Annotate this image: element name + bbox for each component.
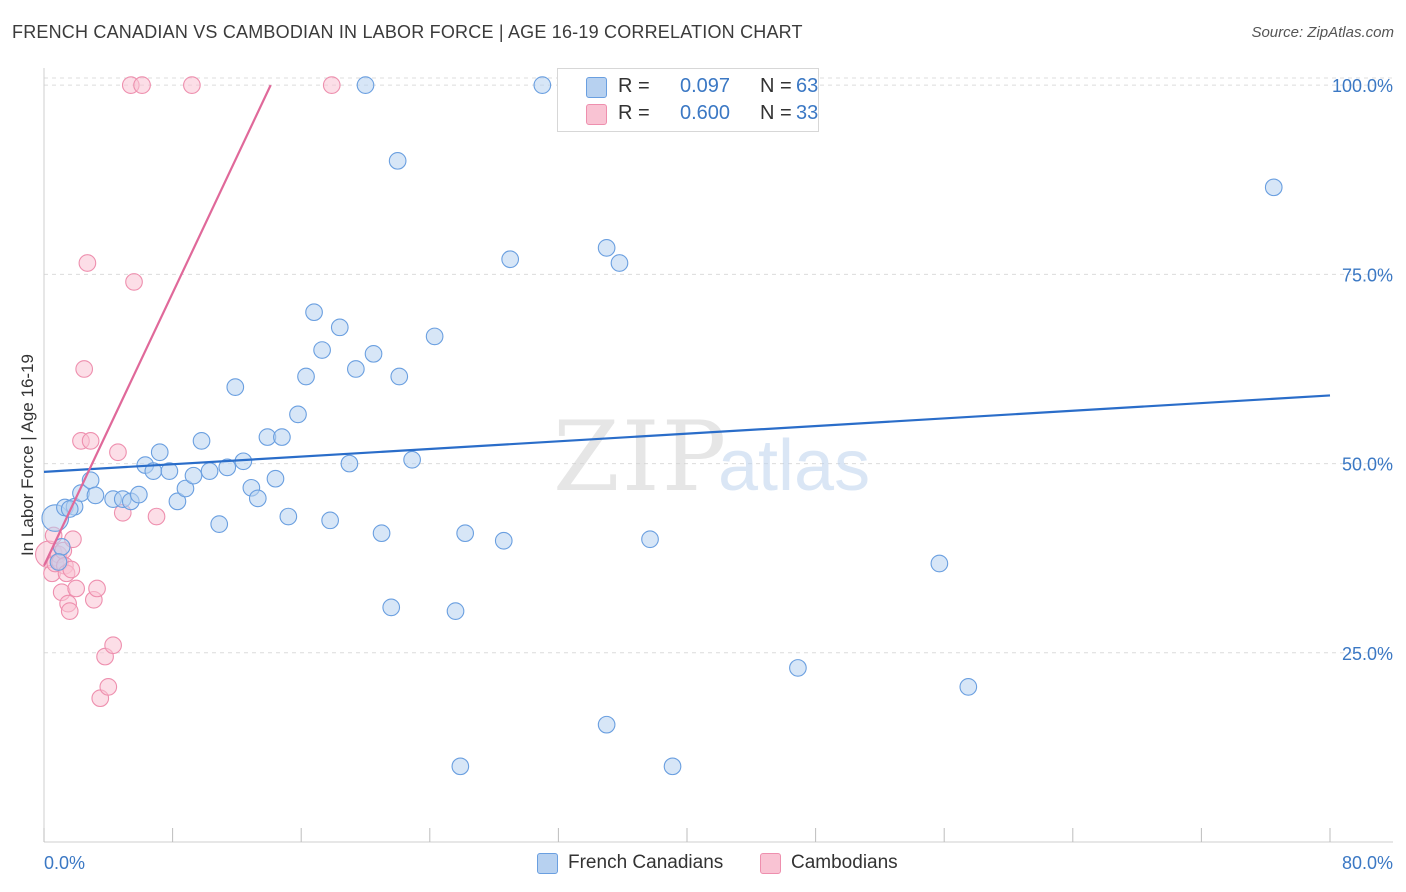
- french-canadians-point: [168, 492, 187, 511]
- cambodians-point: [81, 432, 100, 450]
- cambodians-point: [109, 443, 127, 462]
- watermark-zip: ZIP: [553, 401, 728, 513]
- watermark: ZIP atlas: [553, 401, 870, 513]
- french-canadians-point: [297, 367, 315, 386]
- cambodians-trend-line: [43, 84, 272, 567]
- french-canadians-trend-line: [43, 394, 1331, 473]
- french-canadians-point: [210, 515, 229, 533]
- french-canadians-point: [321, 511, 339, 530]
- french-canadians-points: [41, 76, 1283, 776]
- french-canadians-point: [364, 344, 383, 363]
- cambodians-point: [60, 602, 79, 621]
- french-canadians-point: [266, 469, 285, 488]
- gridlines: [44, 77, 1393, 654]
- french-canadians-point: [501, 250, 520, 269]
- legend-swatch-french-canadians: [586, 77, 607, 98]
- french-canadians-point: [610, 254, 629, 272]
- french-canadians-point: [456, 524, 475, 543]
- cambodians-point: [67, 579, 85, 598]
- french-canadians-point: [305, 303, 323, 322]
- legend-r-label: R =: [618, 102, 650, 124]
- legend-n-value: 33: [796, 102, 819, 124]
- french-canadians-point: [289, 405, 307, 424]
- french-canadians-point: [390, 367, 409, 386]
- french-canadians-point: [279, 507, 298, 526]
- cambodians-point: [133, 76, 151, 94]
- legend-r-value: 0.097: [680, 75, 731, 97]
- legend-swatch-cambodians: [586, 104, 607, 125]
- french-canadians-point: [533, 76, 552, 94]
- legend-r-value: 0.600: [680, 102, 731, 124]
- cambodians-points: [34, 76, 341, 708]
- french-canadians-point: [1264, 178, 1283, 197]
- french-canadians-point: [86, 486, 105, 505]
- cambodians-point: [75, 360, 94, 378]
- french-canadians-point: [382, 598, 401, 617]
- cambodians-point: [147, 507, 166, 526]
- cambodians-point: [99, 677, 118, 696]
- french-canadians-point: [403, 450, 421, 469]
- french-canadians-point: [930, 554, 949, 573]
- correlation-legend: R = 0.097 N = 63 R = 0.600 N = 33: [557, 68, 819, 132]
- legend-n-label: N =: [760, 75, 792, 97]
- french-canadians-point: [959, 677, 978, 696]
- x-tick-label: 80.0%: [1342, 853, 1393, 873]
- french-canadians-point: [451, 757, 470, 776]
- french-canadians-point: [176, 479, 195, 498]
- french-canadians-point: [184, 466, 203, 485]
- french-canadians-point: [494, 531, 513, 550]
- trend-lines: [43, 84, 1331, 567]
- french-canadians-point: [597, 239, 616, 257]
- french-canadians-point: [273, 428, 291, 446]
- cambodians-point: [183, 76, 201, 94]
- cambodians-point: [125, 273, 143, 291]
- y-tick-labels: 25.0% 50.0% 75.0% 100.0%: [1332, 76, 1393, 664]
- french-canadians-point: [597, 715, 616, 734]
- cambodians-point: [104, 636, 122, 655]
- french-canadians-point: [388, 151, 407, 170]
- legend-label-cambodians: Cambodians: [791, 852, 898, 873]
- x-tick-labels: 0.0% 80.0%: [44, 853, 1393, 873]
- x-tick-label: 0.0%: [44, 853, 85, 873]
- axes: [43, 68, 1393, 843]
- legend-r-label: R =: [618, 75, 650, 97]
- cambodians-point: [322, 76, 341, 94]
- french-canadians-point: [160, 462, 179, 480]
- french-canadians-point: [150, 443, 169, 462]
- french-canadians-point: [192, 432, 211, 450]
- french-canadians-point: [641, 530, 659, 549]
- legend-n-value: 63: [796, 75, 819, 97]
- cambodians-swatch: [760, 853, 781, 874]
- french-canadians-swatch: [537, 853, 558, 874]
- french-canadians-point: [425, 327, 444, 346]
- french-canadians-point: [330, 318, 349, 337]
- french-canadians-point: [356, 76, 375, 94]
- french-canadians-point: [200, 462, 219, 480]
- y-tick-label: 75.0%: [1342, 265, 1393, 285]
- cambodians-point: [78, 254, 97, 272]
- french-canadians-point: [446, 602, 465, 621]
- french-canadians-point: [226, 378, 245, 396]
- series-legend: French Canadians Cambodians: [0, 852, 1406, 878]
- legend-label-french-canadians: French Canadians: [568, 852, 724, 873]
- y-tick-label: 25.0%: [1342, 644, 1393, 664]
- french-canadians-point: [372, 524, 391, 543]
- french-canadians-point: [789, 659, 807, 677]
- source-credit: Source: ZipAtlas.com: [1251, 24, 1394, 41]
- french-canadians-point: [663, 757, 682, 776]
- french-canadians-point: [313, 341, 331, 359]
- cambodians-point: [88, 579, 106, 598]
- watermark-atlas: atlas: [718, 426, 870, 506]
- french-canadians-point: [218, 458, 237, 477]
- french-canadians-point: [248, 489, 267, 508]
- legend-n-label: N =: [760, 102, 792, 124]
- french-canadians-point: [347, 360, 365, 378]
- french-canadians-point: [49, 553, 68, 571]
- french-canadians-point: [129, 485, 148, 504]
- y-tick-label: 50.0%: [1342, 455, 1393, 475]
- y-tick-label: 100.0%: [1332, 76, 1393, 96]
- chart-title: FRENCH CANADIAN VS CAMBODIAN IN LABOR FO…: [12, 22, 803, 42]
- french-canadians-point: [340, 454, 359, 473]
